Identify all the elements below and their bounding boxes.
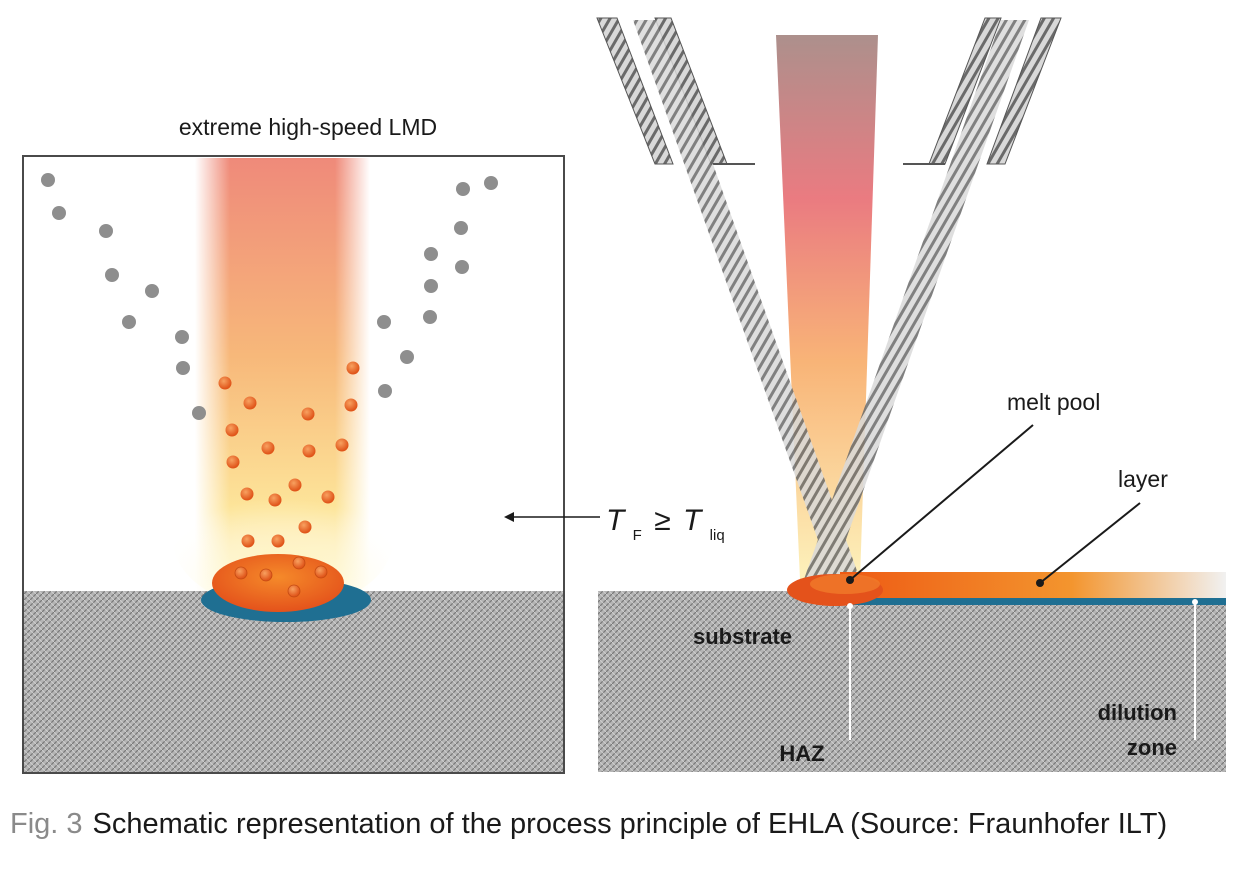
haz-marker-dot (847, 603, 853, 609)
powder-particle (424, 279, 438, 293)
dilution-zone-right (850, 598, 1226, 605)
temperature-label: T F ≥ T liq (606, 504, 725, 547)
powder-particle (484, 176, 498, 190)
powder-jet-right (802, 20, 1029, 585)
heated-particle (268, 493, 282, 507)
heated-particle (226, 455, 240, 469)
powder-particle (41, 173, 55, 187)
temp-subscript-2: liq (710, 527, 725, 544)
powder-stream-left (41, 173, 206, 420)
dilution-label-line1: dilution (1098, 700, 1177, 725)
powder-particle (423, 310, 437, 324)
arrow-head-icon (504, 512, 514, 522)
deposited-layer (840, 572, 1226, 600)
melt-pool-left (212, 554, 344, 612)
powder-jets (633, 20, 1029, 585)
powder-particle (105, 268, 119, 282)
heated-particle (301, 407, 315, 421)
heated-particle (241, 534, 255, 548)
powder-particle (454, 221, 468, 235)
melt-pool-label: melt pool (1007, 389, 1100, 415)
heated-particle (225, 423, 239, 437)
left-panel: extreme high-speed LMD (22, 114, 725, 774)
dilution-label-line2: zone (1127, 735, 1177, 760)
powder-particle (192, 406, 206, 420)
powder-particle (145, 284, 159, 298)
heated-particle (288, 478, 302, 492)
heated-particle (240, 487, 254, 501)
powder-particle (175, 330, 189, 344)
haz-label: HAZ (779, 741, 824, 766)
heated-particles (218, 361, 360, 598)
powder-particle (400, 350, 414, 364)
powder-jet-left (633, 20, 862, 585)
powder-particle (122, 315, 136, 329)
temp-symbol-1: T (606, 504, 627, 537)
left-panel-title: extreme high-speed LMD (179, 114, 437, 140)
heated-particle (218, 376, 232, 390)
heated-particle (243, 396, 257, 410)
nozzle-outer-wall-right (986, 17, 1062, 165)
heated-particle (344, 398, 358, 412)
figure-number: Fig. 3 (10, 808, 83, 840)
dilution-marker-dot (1192, 599, 1198, 605)
melt-pool-leader (849, 424, 1034, 581)
heated-particle (261, 441, 275, 455)
heated-particle (335, 438, 349, 452)
powder-particle (99, 224, 113, 238)
temp-symbol-2: T (683, 504, 704, 537)
heated-particle (298, 520, 312, 534)
powder-stream-right (377, 176, 498, 398)
heated-particle (314, 565, 328, 579)
melt-pool-leader-dot (846, 576, 854, 584)
temp-subscript-1: F (633, 527, 642, 544)
heated-particle (302, 444, 316, 458)
layer-label: layer (1118, 466, 1168, 492)
heated-particle (292, 556, 306, 570)
powder-particle (176, 361, 190, 375)
heated-particle (271, 534, 285, 548)
heated-particle (287, 584, 301, 598)
ehla-diagram: extreme high-speed LMD (22, 17, 1226, 774)
powder-particle (52, 206, 66, 220)
layer-leader (1039, 502, 1141, 584)
nozzle-outer-wall-left (596, 17, 674, 165)
caption-text: Schematic representation of the process … (92, 808, 1168, 840)
figure-caption: Fig. 3 Schematic representation of the pr… (10, 808, 1167, 841)
powder-particle (455, 260, 469, 274)
heated-particle (346, 361, 360, 375)
temp-relation: ≥ (654, 504, 670, 537)
heated-particle (321, 490, 335, 504)
heated-particle (259, 568, 273, 582)
melt-pool-highlight (810, 574, 880, 594)
powder-particle (456, 182, 470, 196)
layer-leader-dot (1036, 579, 1044, 587)
heated-particle (234, 566, 248, 580)
substrate-right (598, 591, 1226, 772)
powder-particle (377, 315, 391, 329)
right-panel: melt pool layer substrate HAZ dilution z… (596, 17, 1226, 772)
substrate-label: substrate (693, 624, 792, 649)
powder-particle (424, 247, 438, 261)
powder-particle (378, 384, 392, 398)
